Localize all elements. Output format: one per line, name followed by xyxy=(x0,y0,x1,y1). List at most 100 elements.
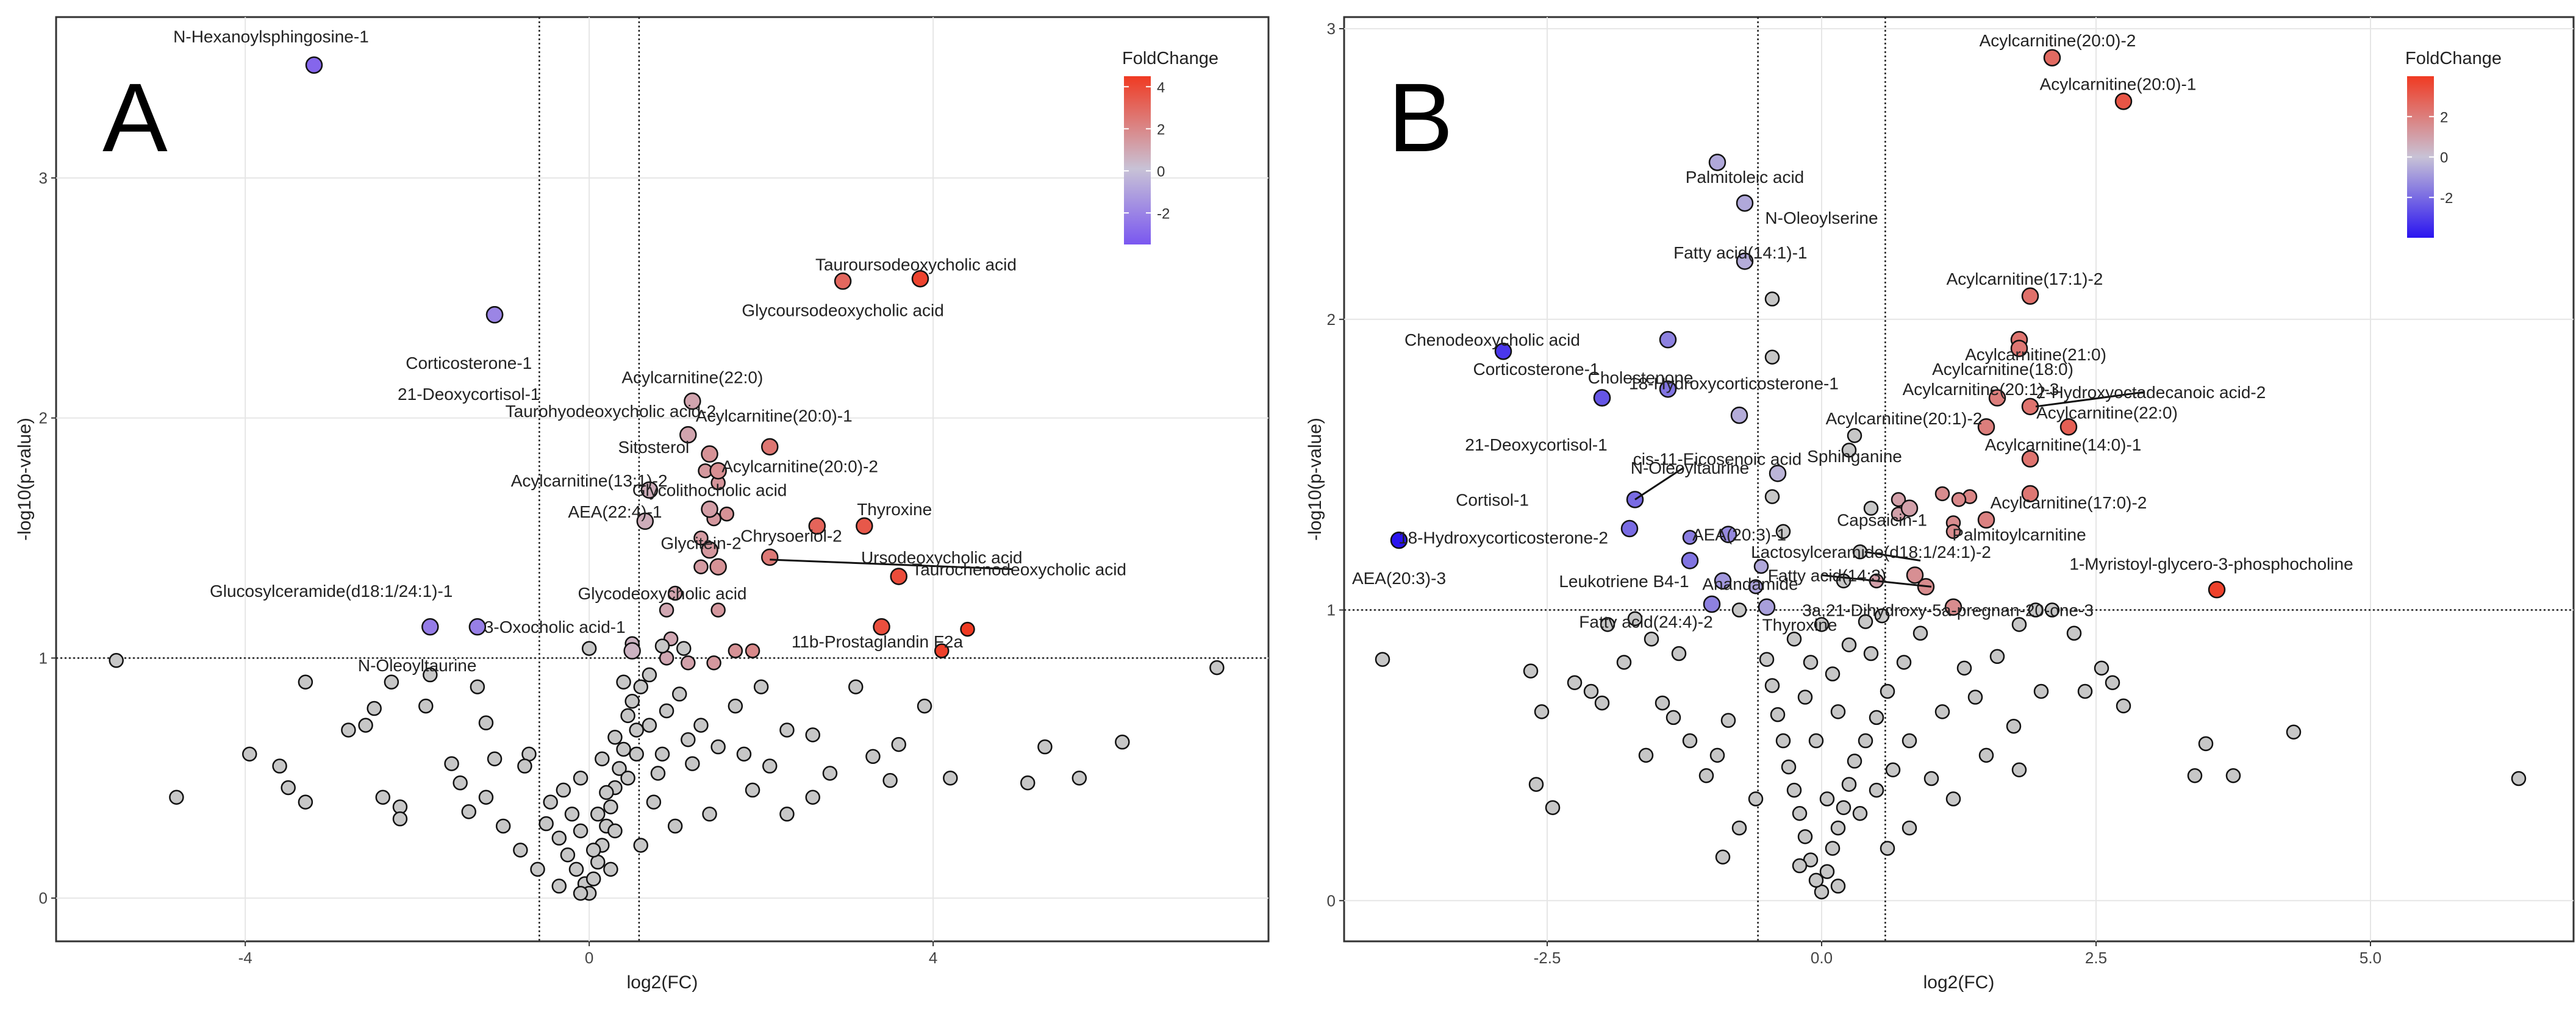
data-point-acylcarnitine-20-1-3 xyxy=(2010,340,2028,357)
point-label-fatty-acid-24-4-2: Fatty acid(24:4)-2 xyxy=(1579,613,1712,632)
data-point xyxy=(1841,777,1857,792)
point-label-anandamide: Anandamide xyxy=(1702,575,1798,594)
data-point xyxy=(1797,829,1813,844)
point-label-palmitoleic-acid: Palmitoleic acid xyxy=(1686,168,1805,187)
data-point xyxy=(1209,660,1225,676)
data-point xyxy=(1748,579,1764,594)
data-point xyxy=(1731,820,1747,836)
data-point xyxy=(1715,849,1731,865)
point-label-taurohyodeoxycholic-acid-2: Taurohyodeoxycholic acid-2 xyxy=(506,402,717,421)
data-point-acylcarnitine-20-0-2 xyxy=(2043,49,2061,66)
data-point xyxy=(719,506,734,522)
data-point xyxy=(358,718,373,733)
y-tick-label: 2 xyxy=(1327,310,1336,329)
data-point-n-hexanoylsphingosine-1 xyxy=(305,56,323,74)
point-label-acylcarnitine-17-1-2: Acylcarnitine(17:1)-2 xyxy=(1947,269,2103,288)
legend-b: FoldChange 2 0 -2 xyxy=(2405,49,2502,238)
data-point-capsaicin-1 xyxy=(1900,499,1919,517)
data-point xyxy=(1764,291,1780,307)
data-point xyxy=(453,775,468,791)
data-point xyxy=(551,879,567,894)
data-point xyxy=(1627,611,1643,627)
data-point xyxy=(444,756,459,771)
point-label-palmitoylcarnitine: Palmitoylcarnitine xyxy=(1952,526,2086,544)
data-point xyxy=(1781,759,1797,775)
data-point xyxy=(762,758,778,774)
x-axis-label-b: log2(FC) xyxy=(1923,972,1995,993)
legend-tick-label: 2 xyxy=(2440,109,2448,126)
data-point-taurochenodeoxycholic-acid xyxy=(890,568,907,585)
data-point xyxy=(667,585,683,601)
data-point-1-myristoyl-glycero-3-phosphocholine xyxy=(2208,580,2226,599)
data-point xyxy=(629,722,644,738)
data-point xyxy=(1880,683,1895,699)
data-point-aea-20-3-3 xyxy=(1390,531,1408,549)
data-point xyxy=(603,799,618,815)
data-point xyxy=(1819,864,1835,879)
panel-letter-a: A xyxy=(102,63,168,172)
y-tick-label: 2 xyxy=(39,409,48,427)
data-point xyxy=(1600,617,1615,632)
point-label-corticosterone-1: Corticosterone-1 xyxy=(406,354,532,373)
data-point-palmitoleic-acid xyxy=(1708,154,1726,171)
data-point xyxy=(1858,614,1873,629)
data-point xyxy=(960,621,975,637)
data-point xyxy=(281,780,296,796)
data-point xyxy=(470,679,485,694)
data-point xyxy=(1545,800,1561,815)
data-point xyxy=(487,751,503,766)
data-point xyxy=(779,722,795,738)
data-point xyxy=(581,641,597,656)
data-point xyxy=(1891,492,1906,507)
data-point xyxy=(1880,841,1895,856)
data-point-glycoursodeoxycholic-acid xyxy=(834,272,852,290)
leader-line xyxy=(1864,551,1921,562)
data-point xyxy=(671,686,687,702)
data-point xyxy=(2011,762,2027,777)
y-tick-label: 1 xyxy=(39,649,48,667)
data-point xyxy=(341,722,356,738)
panel-b: Acylcarnitine(20:0)-2 Acylcarnitine(20:0)… xyxy=(1305,16,2575,993)
data-point xyxy=(478,790,494,805)
data-point xyxy=(917,698,932,714)
panel-letter-b: B xyxy=(1388,63,1453,172)
data-point xyxy=(1830,704,1846,719)
x-tick-label: -4 xyxy=(238,949,252,967)
y-axis-label-a: -log10(p-value) xyxy=(15,418,35,541)
data-point xyxy=(1665,710,1681,726)
point-label-taurochenodeoxycholic-acid: Taurochenodeoxycholic acid xyxy=(912,560,1126,579)
data-point xyxy=(1825,666,1841,682)
y-ticks-a: 0 1 2 3 xyxy=(39,169,56,907)
point-label-n-hexanoylsphingosine-1: N-Hexanoylsphingosine-1 xyxy=(173,27,369,46)
data-point xyxy=(612,761,627,776)
data-point xyxy=(1764,489,1780,504)
data-point xyxy=(2225,768,2241,783)
data-point xyxy=(298,794,313,810)
data-point-3a-21-dihydroxy-5a-pregnan-20-one-3 xyxy=(1944,598,1962,616)
data-point xyxy=(1808,733,1824,749)
data-point xyxy=(1528,777,1544,792)
data-point xyxy=(2198,736,2214,752)
data-point xyxy=(1720,713,1736,728)
data-point-glucosylceramide-d18-1-24-1-1 xyxy=(468,618,487,636)
data-point xyxy=(109,653,124,668)
data-point xyxy=(1967,690,1983,705)
data-point xyxy=(556,782,571,798)
point-label-acylcarnitine-20-1-3: Acylcarnitine(20:1)-3 xyxy=(1903,380,2059,399)
plot-area-b xyxy=(1343,16,2575,943)
data-point xyxy=(585,843,601,858)
data-point xyxy=(1583,683,1599,699)
data-point xyxy=(620,708,635,724)
data-point-glycitein-2 xyxy=(701,541,718,559)
data-point xyxy=(1902,820,1917,836)
data-point xyxy=(538,816,554,832)
point-label-lactosylceramide-d18-1-24-1-2: Lactosylceramide(d18:1/24:1)-2 xyxy=(1751,543,1991,562)
point-label-18-hydroxycorticosterone-1: 18-Hydroxycorticosterone-1 xyxy=(1629,374,1839,393)
data-point xyxy=(560,847,576,863)
point-label-cortisol-1: Cortisol-1 xyxy=(1456,490,1529,509)
x-tick-label: 5.0 xyxy=(2360,949,2381,967)
data-point xyxy=(710,602,726,618)
data-point-sphinganine xyxy=(1769,465,1787,482)
legend-title-b: FoldChange xyxy=(2405,49,2502,68)
y-tick-label: 3 xyxy=(39,169,48,187)
